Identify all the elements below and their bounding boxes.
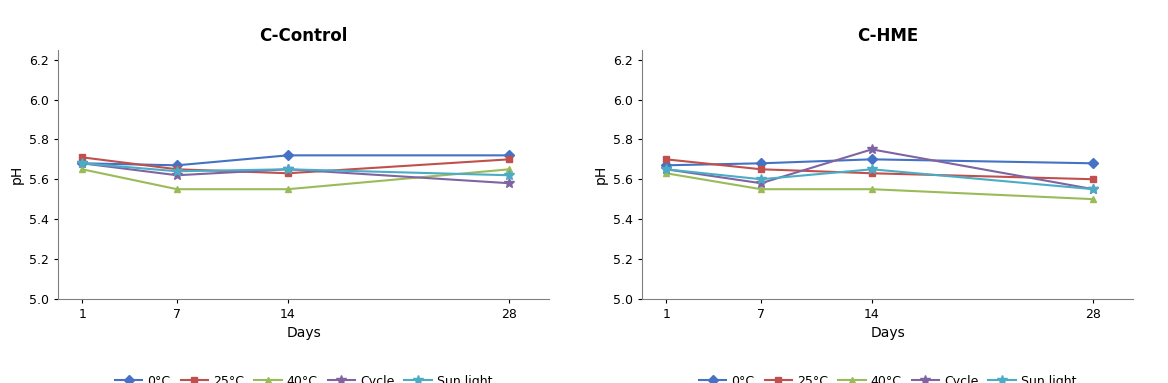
Cycle <box>755 181 769 185</box>
25°C <box>1086 177 1100 182</box>
40°C <box>502 167 516 172</box>
0°C <box>502 153 516 158</box>
40°C <box>659 171 673 175</box>
25°C <box>75 155 89 160</box>
40°C <box>75 167 89 172</box>
Line: 40°C: 40°C <box>662 170 1097 203</box>
0°C <box>280 153 294 158</box>
0°C <box>864 157 878 162</box>
Sun light <box>864 167 878 172</box>
Line: Sun light: Sun light <box>661 164 1098 194</box>
25°C <box>502 157 516 162</box>
25°C <box>659 157 673 162</box>
X-axis label: Days: Days <box>286 326 321 340</box>
Line: 40°C: 40°C <box>78 166 513 193</box>
Cycle <box>171 173 185 178</box>
25°C <box>864 171 878 175</box>
25°C <box>280 171 294 175</box>
Sun light <box>502 173 516 178</box>
Line: 0°C: 0°C <box>662 156 1097 169</box>
Sun light <box>75 161 89 165</box>
Line: Cycle: Cycle <box>661 144 1098 194</box>
0°C <box>75 161 89 165</box>
Title: C-Control: C-Control <box>259 28 348 46</box>
0°C <box>1086 161 1100 165</box>
Cycle <box>864 147 878 152</box>
Sun light <box>1086 187 1100 192</box>
Line: 25°C: 25°C <box>78 154 513 177</box>
Line: 25°C: 25°C <box>662 156 1097 183</box>
40°C <box>755 187 769 192</box>
Sun light <box>659 167 673 172</box>
X-axis label: Days: Days <box>870 326 905 340</box>
Cycle <box>1086 187 1100 192</box>
Cycle <box>659 167 673 172</box>
40°C <box>1086 197 1100 201</box>
Sun light <box>755 177 769 182</box>
Title: C-HME: C-HME <box>857 28 918 46</box>
Y-axis label: pH: pH <box>593 165 607 184</box>
Y-axis label: pH: pH <box>9 165 23 184</box>
Cycle <box>75 161 89 165</box>
Legend: 0°C, 25°C, 40°C, Cycle, Sun light: 0°C, 25°C, 40°C, Cycle, Sun light <box>114 375 493 383</box>
Cycle <box>502 181 516 185</box>
Line: Cycle: Cycle <box>77 159 514 188</box>
Line: Sun light: Sun light <box>77 159 514 180</box>
40°C <box>171 187 185 192</box>
Line: 0°C: 0°C <box>78 152 513 169</box>
0°C <box>171 163 185 168</box>
0°C <box>659 163 673 168</box>
0°C <box>755 161 769 165</box>
40°C <box>864 187 878 192</box>
40°C <box>280 187 294 192</box>
25°C <box>755 167 769 172</box>
Cycle <box>280 167 294 172</box>
25°C <box>171 167 185 172</box>
Sun light <box>171 169 185 173</box>
Legend: 0°C, 25°C, 40°C, Cycle, Sun light: 0°C, 25°C, 40°C, Cycle, Sun light <box>698 375 1077 383</box>
Sun light <box>280 167 294 172</box>
